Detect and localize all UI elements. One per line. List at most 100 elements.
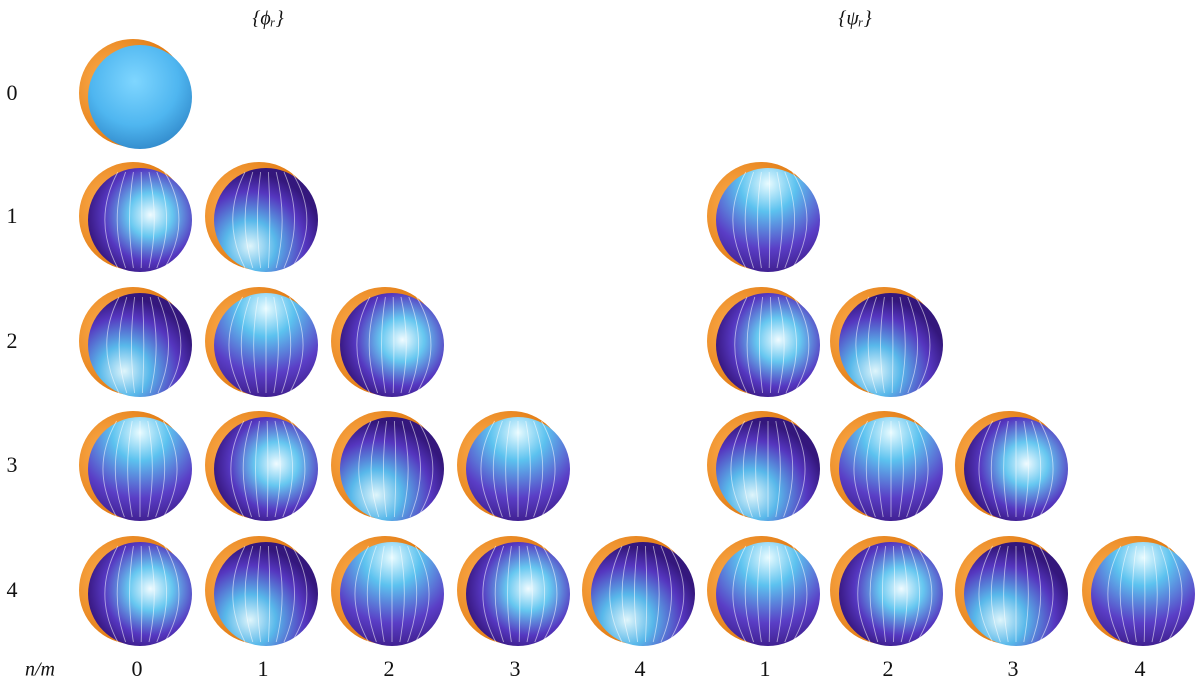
row-label: 1 <box>7 203 18 228</box>
streamline <box>634 545 639 643</box>
streamline <box>366 545 377 643</box>
streamline <box>668 545 685 643</box>
sphere-face <box>716 542 820 646</box>
streamline <box>480 420 495 518</box>
streamline <box>291 171 308 269</box>
sphere-face <box>340 293 444 397</box>
sphere-face <box>466 542 570 646</box>
streamline <box>906 420 917 518</box>
streamline <box>156 545 167 643</box>
streamline <box>129 545 134 643</box>
row-label: 4 <box>7 577 18 602</box>
streamline <box>381 296 386 394</box>
streamline <box>116 545 127 643</box>
streamline <box>891 296 894 394</box>
streamline <box>783 420 794 518</box>
streamline <box>240 296 251 394</box>
sphere <box>707 411 820 521</box>
spheres <box>79 39 1195 646</box>
streamline <box>131 296 136 394</box>
sphere <box>79 536 192 646</box>
streamline <box>155 420 166 518</box>
streamline <box>990 420 1001 518</box>
streamline <box>244 171 254 269</box>
streamline <box>784 171 795 269</box>
streamline <box>990 545 1001 643</box>
streamline <box>908 545 920 643</box>
streamline <box>869 545 879 643</box>
sphere-face <box>88 542 192 646</box>
streamline <box>855 296 870 394</box>
streamline <box>865 420 876 518</box>
streamline <box>127 420 133 518</box>
streamline <box>393 420 397 518</box>
streamline <box>533 420 544 518</box>
streamline <box>156 171 167 269</box>
streamline <box>274 420 281 518</box>
streamline <box>505 420 511 518</box>
sphere-face <box>716 293 820 397</box>
sphere-face <box>214 542 318 646</box>
column-label: 3 <box>510 656 521 681</box>
streamline <box>114 420 125 518</box>
streamline <box>242 420 253 518</box>
streamline <box>776 171 783 269</box>
streamline <box>541 420 556 518</box>
streamline <box>370 420 380 518</box>
row-label: 3 <box>7 452 18 477</box>
streamline <box>1003 420 1009 518</box>
streamline <box>401 420 409 518</box>
streamline <box>853 420 868 518</box>
sphere <box>582 536 695 646</box>
streamline <box>228 296 243 394</box>
streamline <box>290 420 306 518</box>
streamline <box>118 296 128 394</box>
sphere <box>955 411 1068 521</box>
streamline <box>164 545 180 643</box>
streamline <box>900 545 908 643</box>
streamline <box>1143 545 1146 643</box>
sphere <box>331 536 444 646</box>
streamline <box>244 545 254 643</box>
streamline <box>409 420 421 518</box>
streamline <box>775 420 781 518</box>
sphere <box>79 411 192 521</box>
streamline <box>609 545 623 643</box>
sphere-face <box>88 293 192 397</box>
streamline <box>785 296 797 394</box>
streamline <box>275 171 283 269</box>
streamline <box>792 545 808 643</box>
streamline <box>1023 545 1029 643</box>
streamline <box>416 296 432 394</box>
streamline <box>392 296 395 394</box>
streamline <box>417 420 434 518</box>
streamline <box>104 545 119 643</box>
sphere-face <box>88 45 192 149</box>
streamline <box>898 420 904 518</box>
streamline <box>116 171 127 269</box>
column-label: 4 <box>1135 656 1146 681</box>
streamline <box>400 296 407 394</box>
streamline <box>914 420 929 518</box>
streamline <box>757 171 762 269</box>
panel-title: {ϕᵣ} <box>252 8 283 30</box>
streamline <box>746 296 756 394</box>
streamline <box>784 545 795 643</box>
streamline <box>734 296 748 394</box>
streamline <box>157 296 169 394</box>
streamline <box>494 545 505 643</box>
streamline <box>266 420 269 518</box>
streamline <box>892 545 896 643</box>
sphere <box>457 411 570 521</box>
streamline <box>742 420 753 518</box>
streamline <box>907 296 918 394</box>
streamline <box>744 171 755 269</box>
streamline <box>253 296 259 394</box>
streamline <box>291 545 308 643</box>
streamline <box>518 545 521 643</box>
streamline <box>492 420 503 518</box>
sphere <box>79 39 192 149</box>
streamline <box>356 296 371 394</box>
streamline <box>644 545 648 643</box>
streamline <box>878 420 884 518</box>
